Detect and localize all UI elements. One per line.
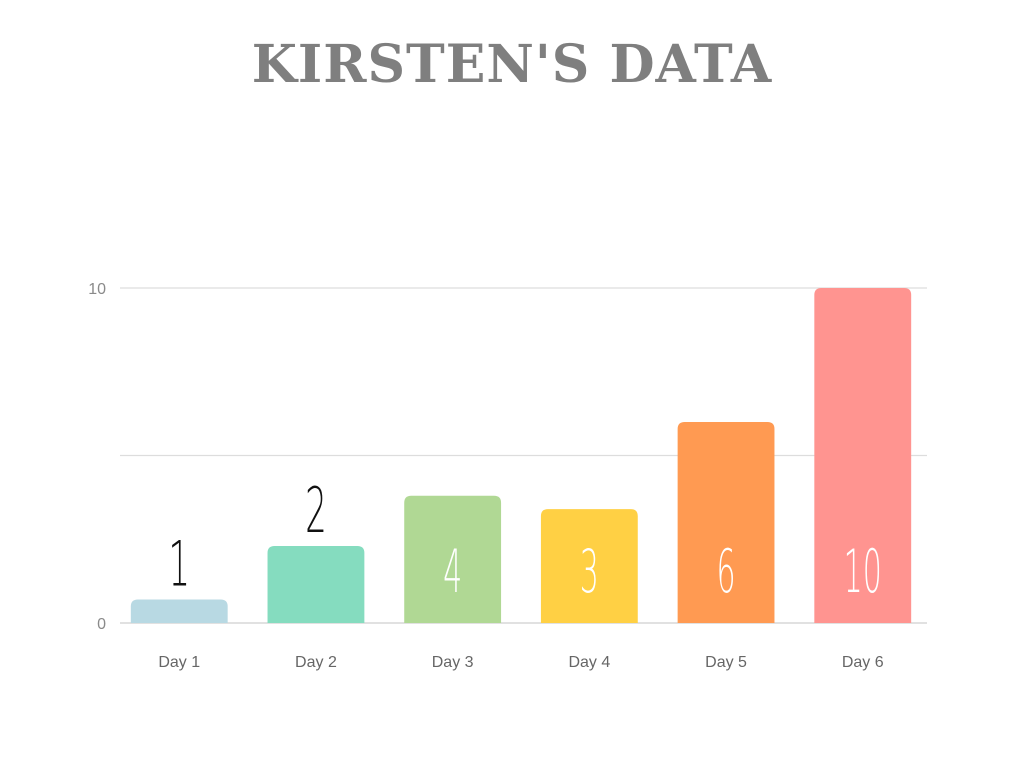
bars bbox=[130, 288, 912, 623]
bar-day-1 bbox=[130, 599, 228, 623]
data-label: 6 bbox=[717, 538, 736, 608]
gridlines bbox=[120, 287, 927, 624]
bar-day-3 bbox=[404, 495, 502, 623]
y-tick-label: 0 bbox=[97, 616, 106, 633]
data-label: 10 bbox=[844, 538, 882, 608]
x-tick-label: Day 5 bbox=[705, 654, 747, 671]
x-tick-label: Day 3 bbox=[432, 654, 474, 671]
y-axis: 0 10 bbox=[88, 281, 106, 633]
data-labels: 1 2 4 3 6 10 bbox=[168, 475, 881, 607]
y-tick-label: 10 bbox=[88, 281, 106, 298]
data-label: 2 bbox=[305, 475, 327, 547]
data-label: 3 bbox=[580, 538, 599, 608]
x-axis: Day 1 Day 2 Day 3 Day 4 Day 5 Day 6 bbox=[158, 654, 883, 671]
x-tick-label: Day 1 bbox=[158, 654, 200, 671]
data-label: 4 bbox=[443, 538, 462, 608]
bar-day-6 bbox=[814, 288, 912, 623]
x-tick-label: Day 4 bbox=[568, 654, 610, 671]
bar-day-2 bbox=[267, 545, 365, 623]
bar-day-5 bbox=[677, 422, 775, 623]
data-label: 1 bbox=[168, 529, 190, 601]
x-tick-label: Day 6 bbox=[842, 654, 884, 671]
bar-day-4 bbox=[540, 509, 638, 623]
chart-title: KIRSTEN'S DATA bbox=[251, 34, 773, 95]
x-tick-label: Day 2 bbox=[295, 654, 337, 671]
